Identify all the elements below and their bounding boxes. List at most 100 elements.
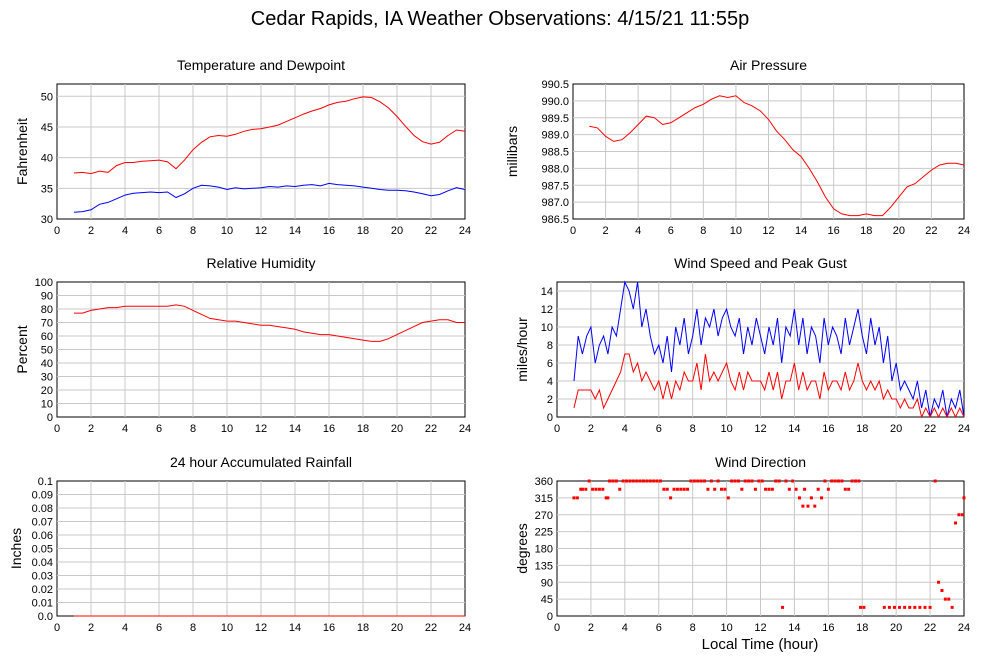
wind-speed-y-tick-label: 12 <box>541 304 553 316</box>
wind-direction-y-tick-label: 0 <box>547 611 553 623</box>
temperature-x-tick-label: 6 <box>156 225 162 237</box>
wind-direction-point <box>614 479 618 483</box>
wind-direction-point <box>887 605 891 609</box>
temperature-y-tick-label: 50 <box>41 91 53 103</box>
temperature-title: Temperature and Dewpoint <box>177 57 345 73</box>
rainfall-x-tick-label: 16 <box>323 622 335 634</box>
wind-direction-y-tick-label: 90 <box>541 577 553 589</box>
temperature-x-tick-label: 10 <box>221 225 233 237</box>
humidity-series-line-0 <box>74 304 465 342</box>
wind-direction-point <box>716 479 720 483</box>
wind-direction-point <box>923 605 927 609</box>
rainfall-x-tick-label: 12 <box>255 622 267 634</box>
wind-direction-point <box>713 487 717 491</box>
temperature-x-tick-label: 20 <box>391 225 403 237</box>
humidity-title: Relative Humidity <box>207 255 316 271</box>
wind-direction-point <box>813 504 817 508</box>
wind-direction-point <box>652 479 656 483</box>
wind-direction-x-tick-label: 0 <box>554 622 560 634</box>
wind-direction-point <box>862 605 866 609</box>
wind-direction-x-tick-label: 2 <box>588 622 594 634</box>
rainfall-x-tick-label: 6 <box>156 622 162 634</box>
temperature-x-tick-label: 14 <box>289 225 301 237</box>
wind-direction-point <box>635 479 639 483</box>
wind-speed-x-tick-label: 14 <box>788 423 800 435</box>
wind-speed-series-line-0 <box>573 280 965 418</box>
wind-direction-point <box>843 487 847 491</box>
pressure-y-tick-label: 988.0 <box>541 163 569 175</box>
wind-direction-point <box>794 487 798 491</box>
wind-direction-point <box>608 479 612 483</box>
wind-direction-point <box>736 479 740 483</box>
pressure-series-line-0 <box>589 95 965 217</box>
humidity-y-tick-label: 50 <box>41 345 53 357</box>
wind-direction-x-tick-label: 18 <box>856 622 868 634</box>
wind-speed-y-tick-label: 2 <box>547 394 553 406</box>
wind-direction-point <box>750 479 754 483</box>
temperature-x-tick-label: 18 <box>357 225 369 237</box>
wind-direction-point <box>918 605 922 609</box>
wind-direction-y-tick-label: 180 <box>535 544 553 556</box>
wind-direction-x-tick-label: 16 <box>822 622 834 634</box>
temperature-x-tick-label: 22 <box>425 225 437 237</box>
rainfall-x-tick-label: 0 <box>54 622 60 634</box>
wind-direction-point <box>816 487 820 491</box>
wind-direction-point <box>859 605 863 609</box>
wind-direction-point <box>579 487 583 491</box>
humidity-x-tick-label: 2 <box>88 423 94 435</box>
wind-speed-x-tick-label: 2 <box>588 423 594 435</box>
wind-direction-point <box>962 496 966 500</box>
wind-direction-point <box>853 479 857 483</box>
wind-direction-point <box>806 504 810 508</box>
wind-direction-point <box>760 479 764 483</box>
wind-direction-point <box>781 605 785 609</box>
wind-direction-point <box>803 487 807 491</box>
pressure-x-tick-label: 2 <box>603 225 609 237</box>
wind-direction-point <box>723 487 727 491</box>
wind-direction-point <box>770 487 774 491</box>
x-axis-title: Local Time (hour) <box>701 636 819 653</box>
wind-speed-title: Wind Speed and Peak Gust <box>674 255 847 271</box>
wind-speed-x-tick-label: 24 <box>958 423 970 435</box>
wind-direction-point <box>580 487 584 491</box>
wind-direction-point <box>692 479 696 483</box>
wind-direction-y-tick-label: 45 <box>541 594 553 606</box>
wind-direction-x-tick-label: 20 <box>890 622 902 634</box>
pressure-x-tick-label: 14 <box>795 225 807 237</box>
temperature-y-axis-label: Fahrenheit <box>14 118 30 185</box>
wind-direction-point <box>572 496 576 500</box>
wind-speed-x-tick-label: 16 <box>822 423 834 435</box>
wind-direction-point <box>682 487 686 491</box>
wind-direction-point <box>601 487 605 491</box>
wind-direction-point <box>850 479 854 483</box>
page-title: Cedar Rapids, IA Weather Observations: 4… <box>250 8 750 30</box>
pressure-y-tick-label: 987.5 <box>541 180 569 192</box>
wind-direction-y-axis-label: degrees <box>514 523 530 574</box>
humidity-x-tick-label: 10 <box>221 423 233 435</box>
temperature-y-tick-label: 40 <box>41 153 53 165</box>
wind-direction-x-tick-label: 8 <box>690 622 696 634</box>
wind-direction-point <box>833 479 837 483</box>
wind-direction-point <box>937 580 941 584</box>
wind-direction-point <box>950 605 954 609</box>
wind-direction-point <box>767 487 771 491</box>
wind-direction-point <box>764 487 768 491</box>
wind-direction-point <box>740 487 744 491</box>
rainfall-y-tick-label: 0.06 <box>32 530 53 542</box>
rainfall-x-tick-label: 22 <box>425 622 437 634</box>
rainfall-x-tick-label: 18 <box>357 622 369 634</box>
wind-direction-point <box>625 479 629 483</box>
humidity-x-tick-label: 6 <box>156 423 162 435</box>
temperature-y-tick-label: 30 <box>41 214 53 226</box>
wind-direction-x-tick-label: 24 <box>958 622 970 634</box>
wind-direction-y-tick-label: 315 <box>535 493 553 505</box>
temperature-x-tick-label: 24 <box>459 225 471 237</box>
wind-direction-x-tick-label: 10 <box>720 622 732 634</box>
pressure-x-tick-label: 0 <box>570 225 576 237</box>
rainfall-y-tick-label: 0.08 <box>32 503 53 515</box>
pressure-y-axis-label: millibars <box>504 126 520 177</box>
humidity-x-tick-label: 24 <box>459 423 471 435</box>
